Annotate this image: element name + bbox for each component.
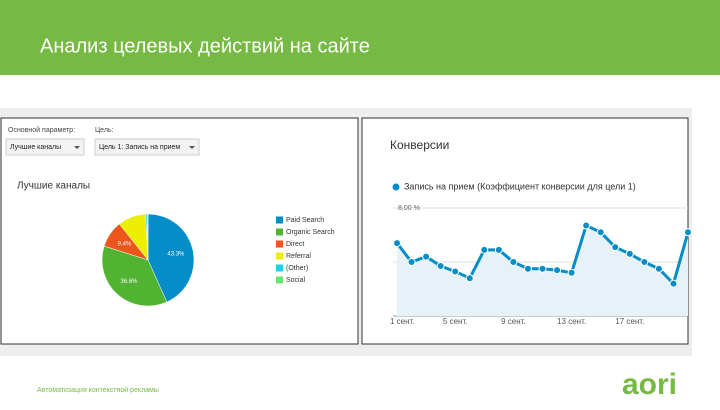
x-tick-label: 17 сент. [615, 317, 644, 326]
pie-slice [101, 245, 168, 307]
point [625, 249, 634, 258]
point [538, 264, 547, 273]
point [465, 274, 474, 283]
pie-slice [147, 213, 195, 303]
y-tick-label: 8,00 % [398, 205, 420, 212]
legend-label: Referral [286, 253, 311, 260]
dropdown-value: Цель 1: Запись на прием [99, 144, 180, 151]
dropdown-arrow [74, 146, 80, 149]
point [669, 279, 678, 288]
chart-title: Конверсии [390, 138, 449, 152]
header-title: Анализ целевых действий на сайте [40, 35, 370, 57]
slice-label: 43.3% [167, 252, 185, 258]
control-label: Основной параметр: [8, 126, 75, 134]
point [494, 245, 503, 254]
legend-label: Запись на прием (Коэффициент конверсии д… [404, 181, 636, 191]
dropdown[interactable] [94, 138, 200, 156]
legend-swatch [276, 276, 283, 284]
point [509, 258, 518, 266]
control-label: Цель: [95, 127, 114, 134]
legend-label: (Other) [286, 265, 308, 272]
x-tick-label: 13 сент. [557, 317, 586, 326]
legend-swatch [276, 240, 283, 248]
point [393, 239, 401, 248]
legend-label: Social [286, 277, 306, 284]
slice-label: 9.4% [118, 241, 132, 247]
dropdown-arrow [189, 146, 195, 149]
header-bar [0, 0, 720, 75]
footer-text: Автоматизация контекстной рекламы [37, 386, 159, 394]
logo: aori [622, 368, 677, 401]
point [611, 243, 620, 252]
point [567, 268, 576, 277]
pie-slice [146, 213, 149, 261]
legend-label: Direct [286, 241, 304, 248]
point [451, 267, 460, 276]
point [596, 228, 605, 237]
dropdown[interactable] [5, 138, 85, 156]
point [407, 258, 416, 266]
x-tick-label: 9 сент. [501, 317, 526, 326]
point [523, 264, 532, 273]
point [553, 266, 562, 275]
point [684, 228, 692, 237]
legend-swatch [276, 216, 283, 224]
chart-title: Лучшие каналы [17, 181, 90, 192]
point [654, 264, 663, 273]
legend-swatch [276, 252, 283, 260]
legend-swatch [276, 228, 283, 236]
point [480, 245, 489, 254]
point [640, 258, 649, 266]
legend-marker [392, 183, 400, 191]
point [582, 221, 591, 230]
x-tick-label: 1 сент. [390, 317, 415, 326]
dropdown-value: Лучшие каналы [10, 144, 61, 151]
legend-label: Paid Search [286, 217, 324, 224]
point [422, 252, 431, 261]
legend-label: Organic Search [286, 229, 335, 236]
legend-swatch [276, 264, 283, 272]
point [436, 262, 445, 271]
slice-label: 36.6% [120, 279, 138, 285]
x-tick-label: 5 сент. [443, 317, 468, 326]
